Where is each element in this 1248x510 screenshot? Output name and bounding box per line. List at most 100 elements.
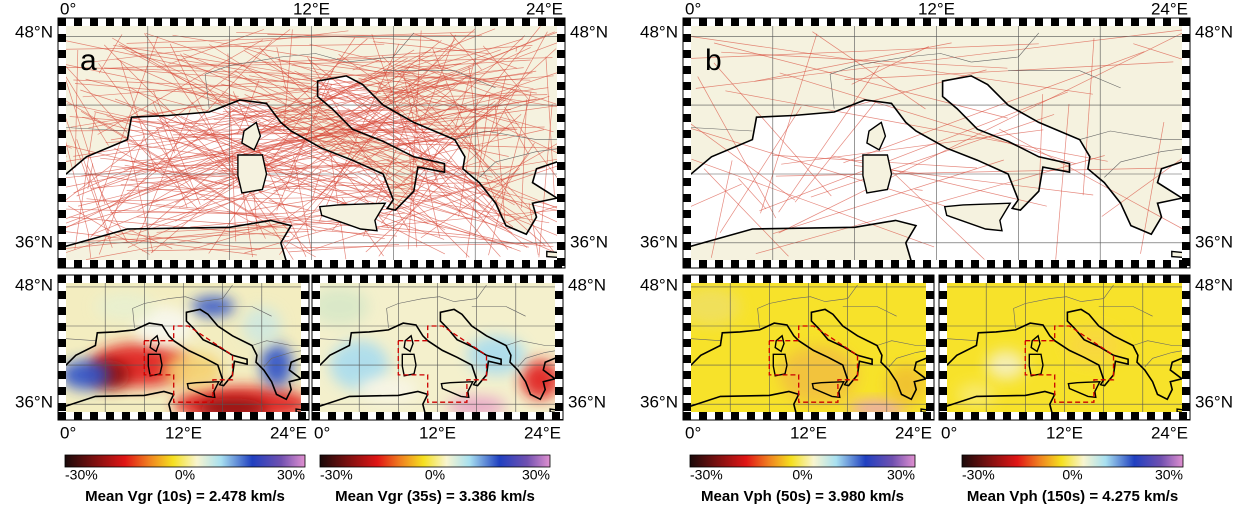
- ray-path: [282, 85, 392, 199]
- border: [1008, 70, 1121, 89]
- lat-label: 48°N: [15, 275, 53, 294]
- border: [1104, 148, 1182, 178]
- ray-path: [406, 124, 546, 247]
- map: [938, 274, 1191, 421]
- ray-path: [307, 56, 410, 232]
- caption: Mean Vph (50s) = 3.980 km/s: [701, 488, 904, 505]
- ray-path: [277, 187, 419, 194]
- ray-path: [781, 129, 1044, 165]
- border: [383, 70, 496, 89]
- border: [971, 32, 1040, 63]
- ray-path: [372, 41, 489, 54]
- ray-path: [383, 72, 533, 94]
- border: [947, 338, 977, 341]
- ray-path: [397, 59, 531, 69]
- anomaly: [198, 398, 267, 412]
- ray-path: [74, 49, 79, 169]
- ray-path: [113, 44, 405, 92]
- island: [1176, 408, 1182, 412]
- ray-path: [697, 76, 777, 219]
- caption: Mean Vph (150s) = 4.275 km/s: [967, 488, 1178, 505]
- ray-path: [1082, 38, 1095, 196]
- ray-path: [760, 33, 818, 214]
- ray-path: [130, 51, 375, 92]
- anomaly: [691, 286, 740, 327]
- colorbar-label: 30%: [1155, 467, 1183, 483]
- study-box: [1024, 325, 1115, 403]
- island: [920, 408, 926, 412]
- island: [1030, 334, 1041, 353]
- ray-path: [482, 45, 530, 101]
- colorbar: [319, 454, 551, 468]
- colorbar-label: 0%: [792, 467, 812, 483]
- lat-label: 36°N: [1195, 392, 1233, 411]
- ray-path: [318, 113, 392, 197]
- ray-path: [310, 170, 322, 203]
- border: [66, 338, 96, 341]
- ray-path: [387, 193, 550, 224]
- border: [825, 284, 858, 302]
- ray-path: [431, 47, 503, 216]
- ray-path: [156, 57, 553, 68]
- border: [1144, 350, 1182, 368]
- ray-path: [408, 62, 520, 104]
- colorbar-label: -30%: [65, 467, 98, 483]
- ray-path: [365, 113, 522, 253]
- border: [1098, 306, 1153, 317]
- lat-label: 48°N: [1195, 22, 1233, 41]
- ray-path: [854, 165, 1094, 196]
- ray-path: [243, 47, 531, 182]
- ray-path: [1039, 94, 1044, 187]
- coastline: [320, 308, 555, 412]
- island: [295, 408, 301, 412]
- ray-path: [395, 64, 534, 90]
- ray-path: [719, 106, 802, 234]
- anomaly: [95, 291, 155, 322]
- lat-label: 36°N: [570, 232, 608, 251]
- ray-path: [810, 114, 1055, 198]
- ray-path: [528, 202, 539, 256]
- ray-path: [725, 90, 1108, 162]
- border: [454, 284, 487, 302]
- ray-path: [153, 90, 201, 205]
- lat-label: 36°N: [568, 392, 606, 411]
- anomaly: [847, 400, 907, 412]
- ray-path: [999, 128, 1182, 229]
- ray-path: [129, 120, 508, 137]
- ray-path: [90, 40, 273, 238]
- ray-path: [66, 29, 291, 201]
- border: [66, 127, 128, 132]
- ray-path: [453, 185, 509, 250]
- ray-path: [413, 74, 469, 124]
- ray-path: [111, 165, 315, 186]
- colorbar-label: 30%: [277, 467, 305, 483]
- island: [774, 334, 785, 353]
- ray-path: [361, 35, 526, 192]
- ray-path: [436, 139, 500, 216]
- island: [811, 380, 845, 399]
- anomaly: [956, 382, 996, 407]
- ray-path: [87, 163, 94, 190]
- island: [237, 154, 268, 194]
- map: [57, 274, 310, 421]
- lon-label: 12°E: [165, 423, 202, 442]
- ray-path: [491, 31, 548, 133]
- border: [1079, 130, 1182, 140]
- ray-path: [177, 58, 479, 186]
- ray-path: [738, 178, 767, 210]
- lon-label: 0°: [60, 0, 76, 18]
- ray-path: [84, 173, 215, 193]
- ray-path: [268, 200, 310, 211]
- colorbar-label: -30%: [690, 467, 723, 483]
- caption: Mean Vgr (35s) = 3.386 km/s: [335, 488, 535, 505]
- ray-path: [691, 183, 742, 207]
- lon-label: 24°E: [526, 0, 563, 18]
- ray-path: [714, 42, 1008, 119]
- ray-path: [114, 98, 521, 252]
- coastline: [66, 308, 301, 412]
- lat-label: 36°N: [1195, 232, 1233, 251]
- ray-path: [74, 83, 239, 97]
- study-box: [768, 325, 859, 403]
- lat-label: 48°N: [568, 275, 606, 294]
- ray-path: [249, 158, 557, 211]
